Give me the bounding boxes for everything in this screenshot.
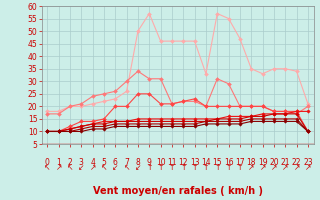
X-axis label: Vent moyen/en rafales ( km/h ): Vent moyen/en rafales ( km/h ) [92,186,263,196]
Text: ↗: ↗ [282,163,288,172]
Text: ↖: ↖ [67,163,73,172]
Text: ↖: ↖ [44,163,51,172]
Text: ↖: ↖ [101,163,107,172]
Text: ↑: ↑ [237,163,243,172]
Text: ↙: ↙ [78,163,84,172]
Text: ↙: ↙ [135,163,141,172]
Text: ↙: ↙ [112,163,118,172]
Text: ↑: ↑ [157,163,164,172]
Text: ↗: ↗ [260,163,266,172]
Text: ↗: ↗ [305,163,311,172]
Text: ↑: ↑ [203,163,209,172]
Text: ↑: ↑ [169,163,175,172]
Text: ↖: ↖ [124,163,130,172]
Text: ↑: ↑ [146,163,152,172]
Text: ↗: ↗ [248,163,254,172]
Text: ↗: ↗ [293,163,300,172]
Text: ↑: ↑ [180,163,187,172]
Text: ↑: ↑ [214,163,220,172]
Text: ↗: ↗ [55,163,62,172]
Text: ↑: ↑ [225,163,232,172]
Text: ↗: ↗ [271,163,277,172]
Text: ↑: ↑ [191,163,198,172]
Text: ↗: ↗ [89,163,96,172]
